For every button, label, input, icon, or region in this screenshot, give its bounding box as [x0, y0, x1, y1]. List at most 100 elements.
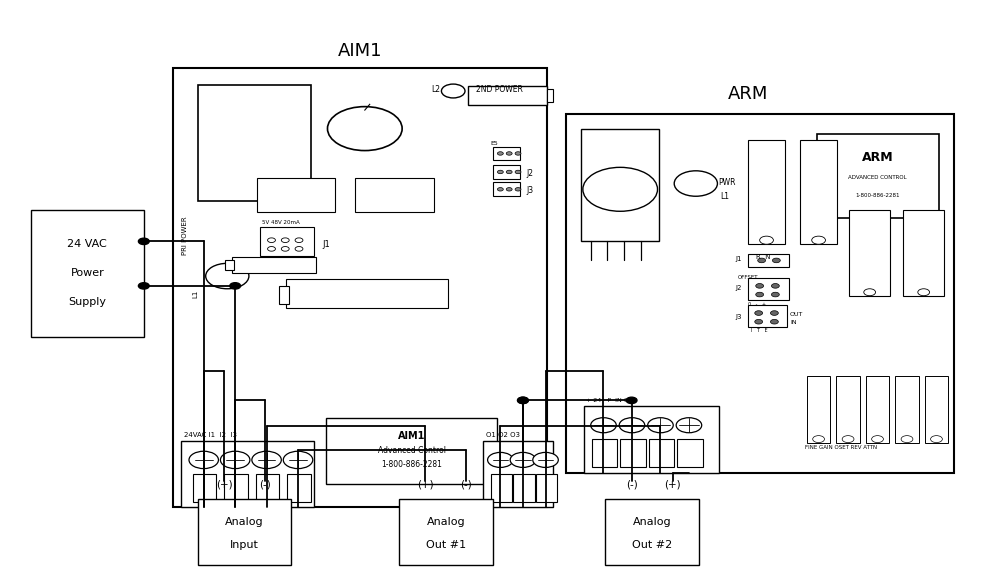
Circle shape	[506, 170, 512, 174]
Text: Analog: Analog	[226, 517, 264, 527]
Text: 0   -   +: 0 - +	[748, 303, 766, 307]
Circle shape	[517, 397, 528, 404]
Bar	[621, 439, 646, 467]
Circle shape	[252, 451, 282, 469]
Text: ARM: ARM	[862, 151, 893, 164]
Circle shape	[441, 84, 465, 98]
Circle shape	[497, 170, 503, 174]
Bar	[866, 376, 889, 443]
Text: J3: J3	[735, 314, 742, 320]
Bar	[260, 227, 314, 256]
Circle shape	[206, 263, 249, 289]
Bar	[399, 498, 492, 565]
Text: AIM1: AIM1	[398, 431, 426, 441]
Circle shape	[901, 436, 913, 443]
Bar	[468, 86, 547, 106]
Bar	[287, 279, 448, 308]
Text: R  N: R N	[755, 254, 770, 260]
Bar	[31, 210, 144, 337]
Circle shape	[770, 320, 778, 324]
Circle shape	[282, 238, 290, 242]
Circle shape	[139, 238, 149, 245]
Text: J2: J2	[735, 285, 742, 290]
Text: Advanced Control: Advanced Control	[378, 446, 446, 455]
Bar	[581, 128, 660, 241]
Circle shape	[674, 171, 717, 196]
Bar	[257, 178, 335, 213]
Bar	[256, 474, 280, 501]
Circle shape	[510, 453, 536, 468]
Text: OFFSET: OFFSET	[738, 275, 758, 280]
Bar	[226, 260, 234, 270]
Circle shape	[282, 246, 290, 251]
Circle shape	[931, 436, 943, 443]
Text: ADVANCED CONTROL: ADVANCED CONTROL	[848, 175, 907, 180]
Bar	[193, 474, 217, 501]
Circle shape	[517, 397, 528, 404]
Bar	[925, 376, 949, 443]
Text: (-): (-)	[259, 479, 271, 489]
Circle shape	[755, 320, 762, 324]
Text: 5V 48V 20mA: 5V 48V 20mA	[262, 220, 299, 225]
Circle shape	[189, 451, 219, 469]
Text: E5: E5	[491, 141, 498, 146]
Circle shape	[284, 451, 313, 469]
Bar	[817, 134, 940, 218]
Text: FINE GAIN OSET REV ATTN: FINE GAIN OSET REV ATTN	[805, 445, 877, 450]
Circle shape	[268, 246, 276, 251]
Circle shape	[755, 311, 762, 315]
Bar	[606, 498, 698, 565]
Bar	[584, 406, 719, 472]
Circle shape	[591, 418, 617, 433]
Circle shape	[327, 107, 402, 150]
Circle shape	[221, 451, 250, 469]
Text: J2: J2	[527, 168, 534, 178]
Text: PWR: PWR	[718, 178, 736, 187]
Bar	[181, 441, 314, 507]
Bar	[198, 85, 311, 201]
Bar	[198, 498, 292, 565]
Bar	[492, 165, 520, 179]
Circle shape	[506, 188, 512, 191]
Text: Out #1: Out #1	[426, 540, 466, 550]
Circle shape	[872, 436, 884, 443]
Bar	[895, 376, 919, 443]
Circle shape	[772, 258, 780, 263]
Circle shape	[918, 289, 930, 296]
Text: PRI POWER: PRI POWER	[182, 216, 188, 255]
Circle shape	[757, 258, 765, 263]
Bar	[547, 89, 554, 102]
Bar	[748, 305, 787, 327]
Text: IN: IN	[790, 320, 797, 325]
Circle shape	[488, 453, 513, 468]
Bar	[492, 182, 520, 196]
Text: (-): (-)	[625, 479, 637, 489]
Text: (+): (+)	[216, 479, 232, 489]
Text: ARM: ARM	[728, 85, 768, 103]
Text: 24VAC I1  I2  I3: 24VAC I1 I2 I3	[184, 432, 237, 438]
Circle shape	[497, 152, 503, 155]
Circle shape	[759, 236, 773, 244]
Circle shape	[864, 289, 876, 296]
Circle shape	[515, 152, 521, 155]
Text: J3: J3	[527, 186, 534, 195]
Bar	[807, 376, 830, 443]
Text: J1: J1	[322, 240, 330, 249]
Circle shape	[813, 436, 824, 443]
Text: L1: L1	[193, 289, 199, 297]
Text: 1-800-886-2281: 1-800-886-2281	[855, 192, 899, 198]
Text: L2: L2	[431, 85, 440, 94]
Bar	[592, 439, 618, 467]
Text: (+): (+)	[664, 479, 681, 489]
Bar	[903, 210, 945, 296]
Bar	[649, 439, 674, 467]
Bar	[280, 286, 290, 304]
Circle shape	[770, 311, 778, 315]
Circle shape	[676, 418, 701, 433]
Text: (+): (+)	[417, 479, 433, 489]
Circle shape	[842, 436, 854, 443]
Text: O1 O2 O3: O1 O2 O3	[486, 432, 520, 438]
Bar	[800, 140, 837, 244]
Text: Supply: Supply	[68, 297, 106, 307]
Bar	[355, 178, 433, 213]
